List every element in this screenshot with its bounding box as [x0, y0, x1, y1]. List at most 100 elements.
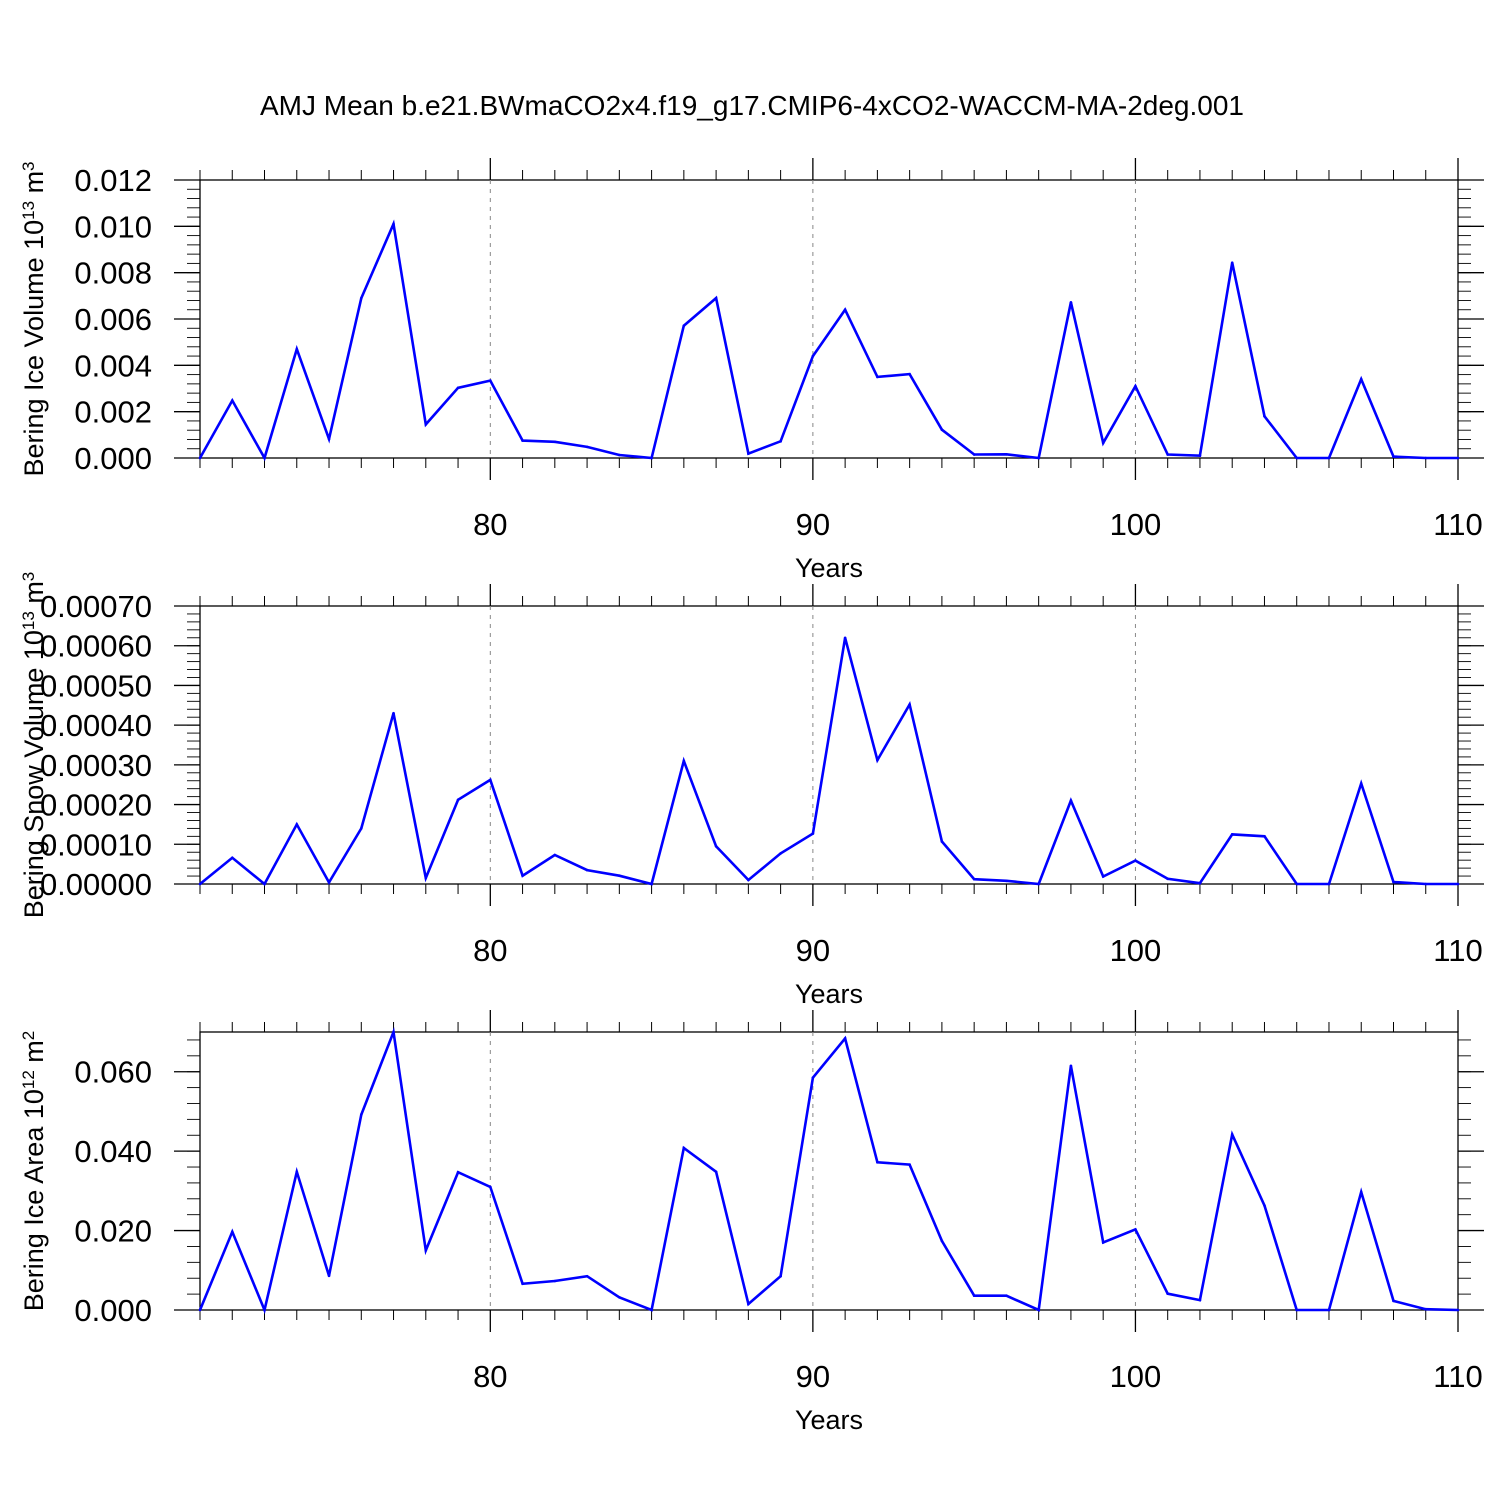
data-point	[1456, 882, 1460, 886]
data-point	[682, 324, 686, 328]
y-tick-label: 0.00000	[40, 867, 152, 902]
x-tick-label: 80	[473, 1359, 507, 1394]
data-point	[747, 1302, 750, 1306]
data-point	[714, 296, 718, 300]
data-point	[843, 1037, 847, 1040]
data-point	[908, 703, 911, 706]
panels: 80 90 100 110 0.000 0.002 0.004 0.006 0.008 0.010…	[19, 158, 1484, 1435]
data-point	[714, 844, 718, 848]
data-point	[198, 1308, 202, 1312]
data-point	[1166, 877, 1169, 881]
y-tick-label: 0.00040	[40, 708, 152, 743]
data-point	[489, 1185, 492, 1189]
data-point	[811, 354, 815, 358]
data-point	[1134, 1228, 1137, 1231]
y-tick-label: 0.002	[74, 395, 152, 430]
data-point	[521, 1282, 524, 1286]
data-point	[392, 222, 395, 226]
data-point	[424, 876, 428, 880]
data-point	[1392, 880, 1395, 884]
x-tick-label: 80	[473, 933, 507, 968]
data-point	[327, 881, 331, 884]
data-point	[295, 823, 299, 826]
plot-frame	[199, 1031, 1459, 1311]
data-point	[1295, 882, 1299, 886]
y-axis-label-part: m	[19, 1040, 49, 1070]
data-point	[392, 711, 395, 715]
data-point	[327, 1274, 331, 1278]
data-point	[779, 440, 782, 443]
data-point	[1263, 415, 1266, 418]
data-point	[714, 1170, 718, 1174]
y-axis-label-part: m	[19, 581, 49, 611]
x-tick-label: 80	[473, 507, 507, 542]
data-point	[230, 399, 234, 402]
data-point	[230, 856, 234, 860]
data-point	[295, 347, 299, 351]
data-point	[263, 456, 266, 460]
y-tick-label: 0.040	[74, 1134, 152, 1169]
x-tick-label: 110	[1433, 933, 1482, 968]
data-point	[1134, 384, 1137, 388]
data-point	[1037, 456, 1040, 460]
y-tick-label: 0.012	[74, 163, 152, 198]
data-point	[359, 296, 363, 300]
data-point	[1230, 1133, 1234, 1136]
data-point	[1166, 1292, 1169, 1296]
data-point	[456, 798, 460, 802]
data-point	[230, 1230, 234, 1234]
panel-3: 80 90 100 110 0.000 0.020 0.040 0.060 Years Berin…	[19, 1010, 1484, 1435]
data-point	[650, 1308, 653, 1312]
data-point	[1230, 833, 1234, 836]
data-point	[198, 456, 202, 460]
y-axis-label-part: Bering Ice Volume 10	[19, 220, 49, 477]
data-point	[1295, 456, 1299, 460]
data-point	[747, 452, 750, 455]
y-tick-label: 0.006	[74, 302, 152, 337]
data-point	[327, 437, 331, 441]
data-point	[1230, 261, 1234, 265]
x-axis-label: Years	[795, 1405, 863, 1435]
data-point	[1424, 1307, 1428, 1311]
data-point	[1263, 1204, 1266, 1207]
series-line	[199, 637, 1458, 886]
data-point	[843, 308, 847, 312]
y-tick-label: 0.00030	[40, 748, 152, 783]
data-point	[747, 878, 750, 882]
data-point	[456, 386, 460, 390]
figure-title: AMJ Mean b.e21.BWmaCO2x4.f19_g17.CMIP6-4…	[260, 90, 1244, 121]
data-point	[1101, 441, 1105, 445]
data-point	[553, 853, 557, 857]
data-point	[1134, 859, 1137, 862]
data-point	[263, 1308, 266, 1312]
x-tick-label: 110	[1433, 507, 1482, 542]
data-point	[1037, 882, 1040, 886]
plot-frame	[199, 605, 1459, 885]
y-tick-label: 0.000	[74, 1293, 152, 1328]
data-point	[1005, 452, 1008, 456]
data-point	[940, 428, 944, 432]
data-point	[1327, 1308, 1331, 1312]
data-point	[876, 758, 879, 762]
data-point	[843, 636, 847, 640]
y-axis-label-superscript: 12	[19, 1070, 38, 1089]
x-tick-label: 110	[1433, 1359, 1482, 1394]
data-point	[489, 778, 492, 782]
data-point	[1005, 1294, 1008, 1298]
y-axis-label-superscript: 3	[19, 572, 38, 581]
data-point	[198, 882, 202, 886]
data-point	[1424, 456, 1428, 460]
data-point	[1037, 1308, 1040, 1312]
y-tick-label: 0.00070	[40, 589, 152, 624]
data-point	[876, 1160, 879, 1164]
y-axis-label-part: Bering Ice Area 10	[19, 1089, 49, 1311]
data-point	[972, 877, 976, 881]
data-point	[1101, 875, 1105, 878]
data-point	[1069, 301, 1073, 304]
y-axis-label: Bering Ice Volume 1013 m3	[19, 161, 50, 476]
data-point	[1456, 456, 1460, 460]
data-point	[1263, 835, 1266, 838]
y-tick-label: 0.060	[74, 1055, 152, 1090]
x-tick-label: 90	[796, 507, 830, 542]
